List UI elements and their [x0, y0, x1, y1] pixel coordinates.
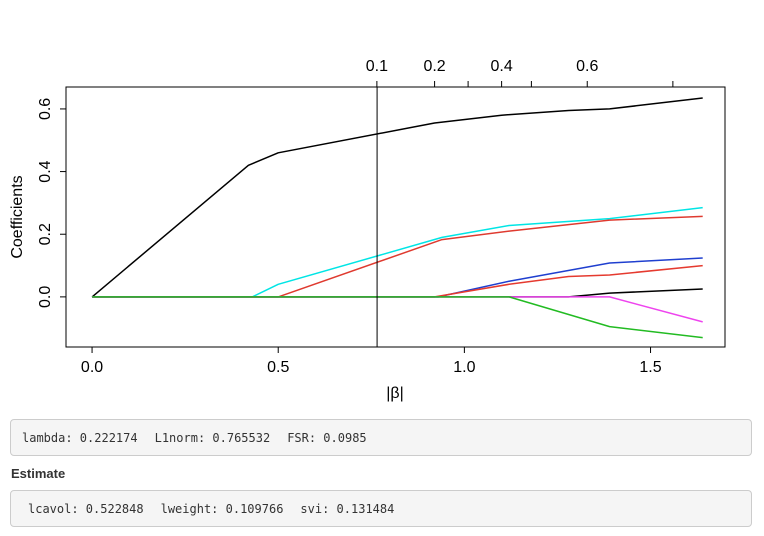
top-tick-label-4: 0.4 — [490, 58, 512, 75]
y-axis-label: Coefficients — [9, 175, 26, 258]
y-tick-label-4: 0.6 — [37, 98, 54, 120]
l1norm-value: L1norm: 0.765532 — [154, 430, 271, 445]
top-tick-label-2: 0.2 — [423, 58, 445, 75]
top-tick-label-6: 0.6 — [576, 58, 598, 75]
series-line-6 — [92, 288, 703, 298]
estimate-panel: lcavol: 0.522848 lweight: 0.109766 svi: … — [10, 490, 752, 527]
y-tick-label-1: 0.0 — [37, 286, 54, 308]
series-layer — [91, 97, 703, 339]
estimate-heading: Estimate — [11, 466, 66, 481]
series-line-5 — [92, 264, 703, 298]
x-tick-label-3: 1.0 — [453, 359, 475, 376]
lambda-value: lambda: 0.222174 — [22, 430, 138, 445]
x-tick-label-4: 1.5 — [639, 359, 661, 376]
series-line-2 — [92, 206, 703, 298]
selection-info-panel: lambda: 0.222174 L1norm: 0.765532 FSR: 0… — [10, 419, 752, 456]
estimate-lweight: lweight: 0.109766 — [160, 501, 284, 516]
y-tick-label-3: 0.4 — [37, 160, 54, 182]
y-tick-label-2: 0.2 — [37, 223, 54, 245]
x-tick-label-2: 0.5 — [267, 359, 289, 376]
x-tick-label-1: 0.0 — [81, 359, 103, 376]
series-line-7 — [92, 296, 703, 323]
x-axis-label: |β| — [386, 385, 404, 402]
series-line-1 — [91, 97, 703, 298]
fsr-value: FSR: 0.0985 — [287, 430, 367, 445]
series-line-3 — [92, 215, 703, 298]
series-line-4 — [92, 257, 703, 298]
estimate-lcavol: lcavol: 0.522848 — [28, 501, 144, 516]
top-tick-label-1: 0.1 — [366, 58, 388, 75]
axes-layer: 0.0 0.5 1.0 1.5 0.0 0.2 0.4 0.6 0.1 0.2 0.4 0.6 — [37, 58, 674, 376]
coefficient-path-chart: 0.0 0.5 1.0 1.5 0.0 0.2 0.4 0.6 0.1 0.2 0.4 0.6 |β|… — [9, 58, 726, 402]
estimate-svi: svi: 0.131484 — [300, 501, 395, 516]
series-line-8 — [92, 296, 703, 339]
